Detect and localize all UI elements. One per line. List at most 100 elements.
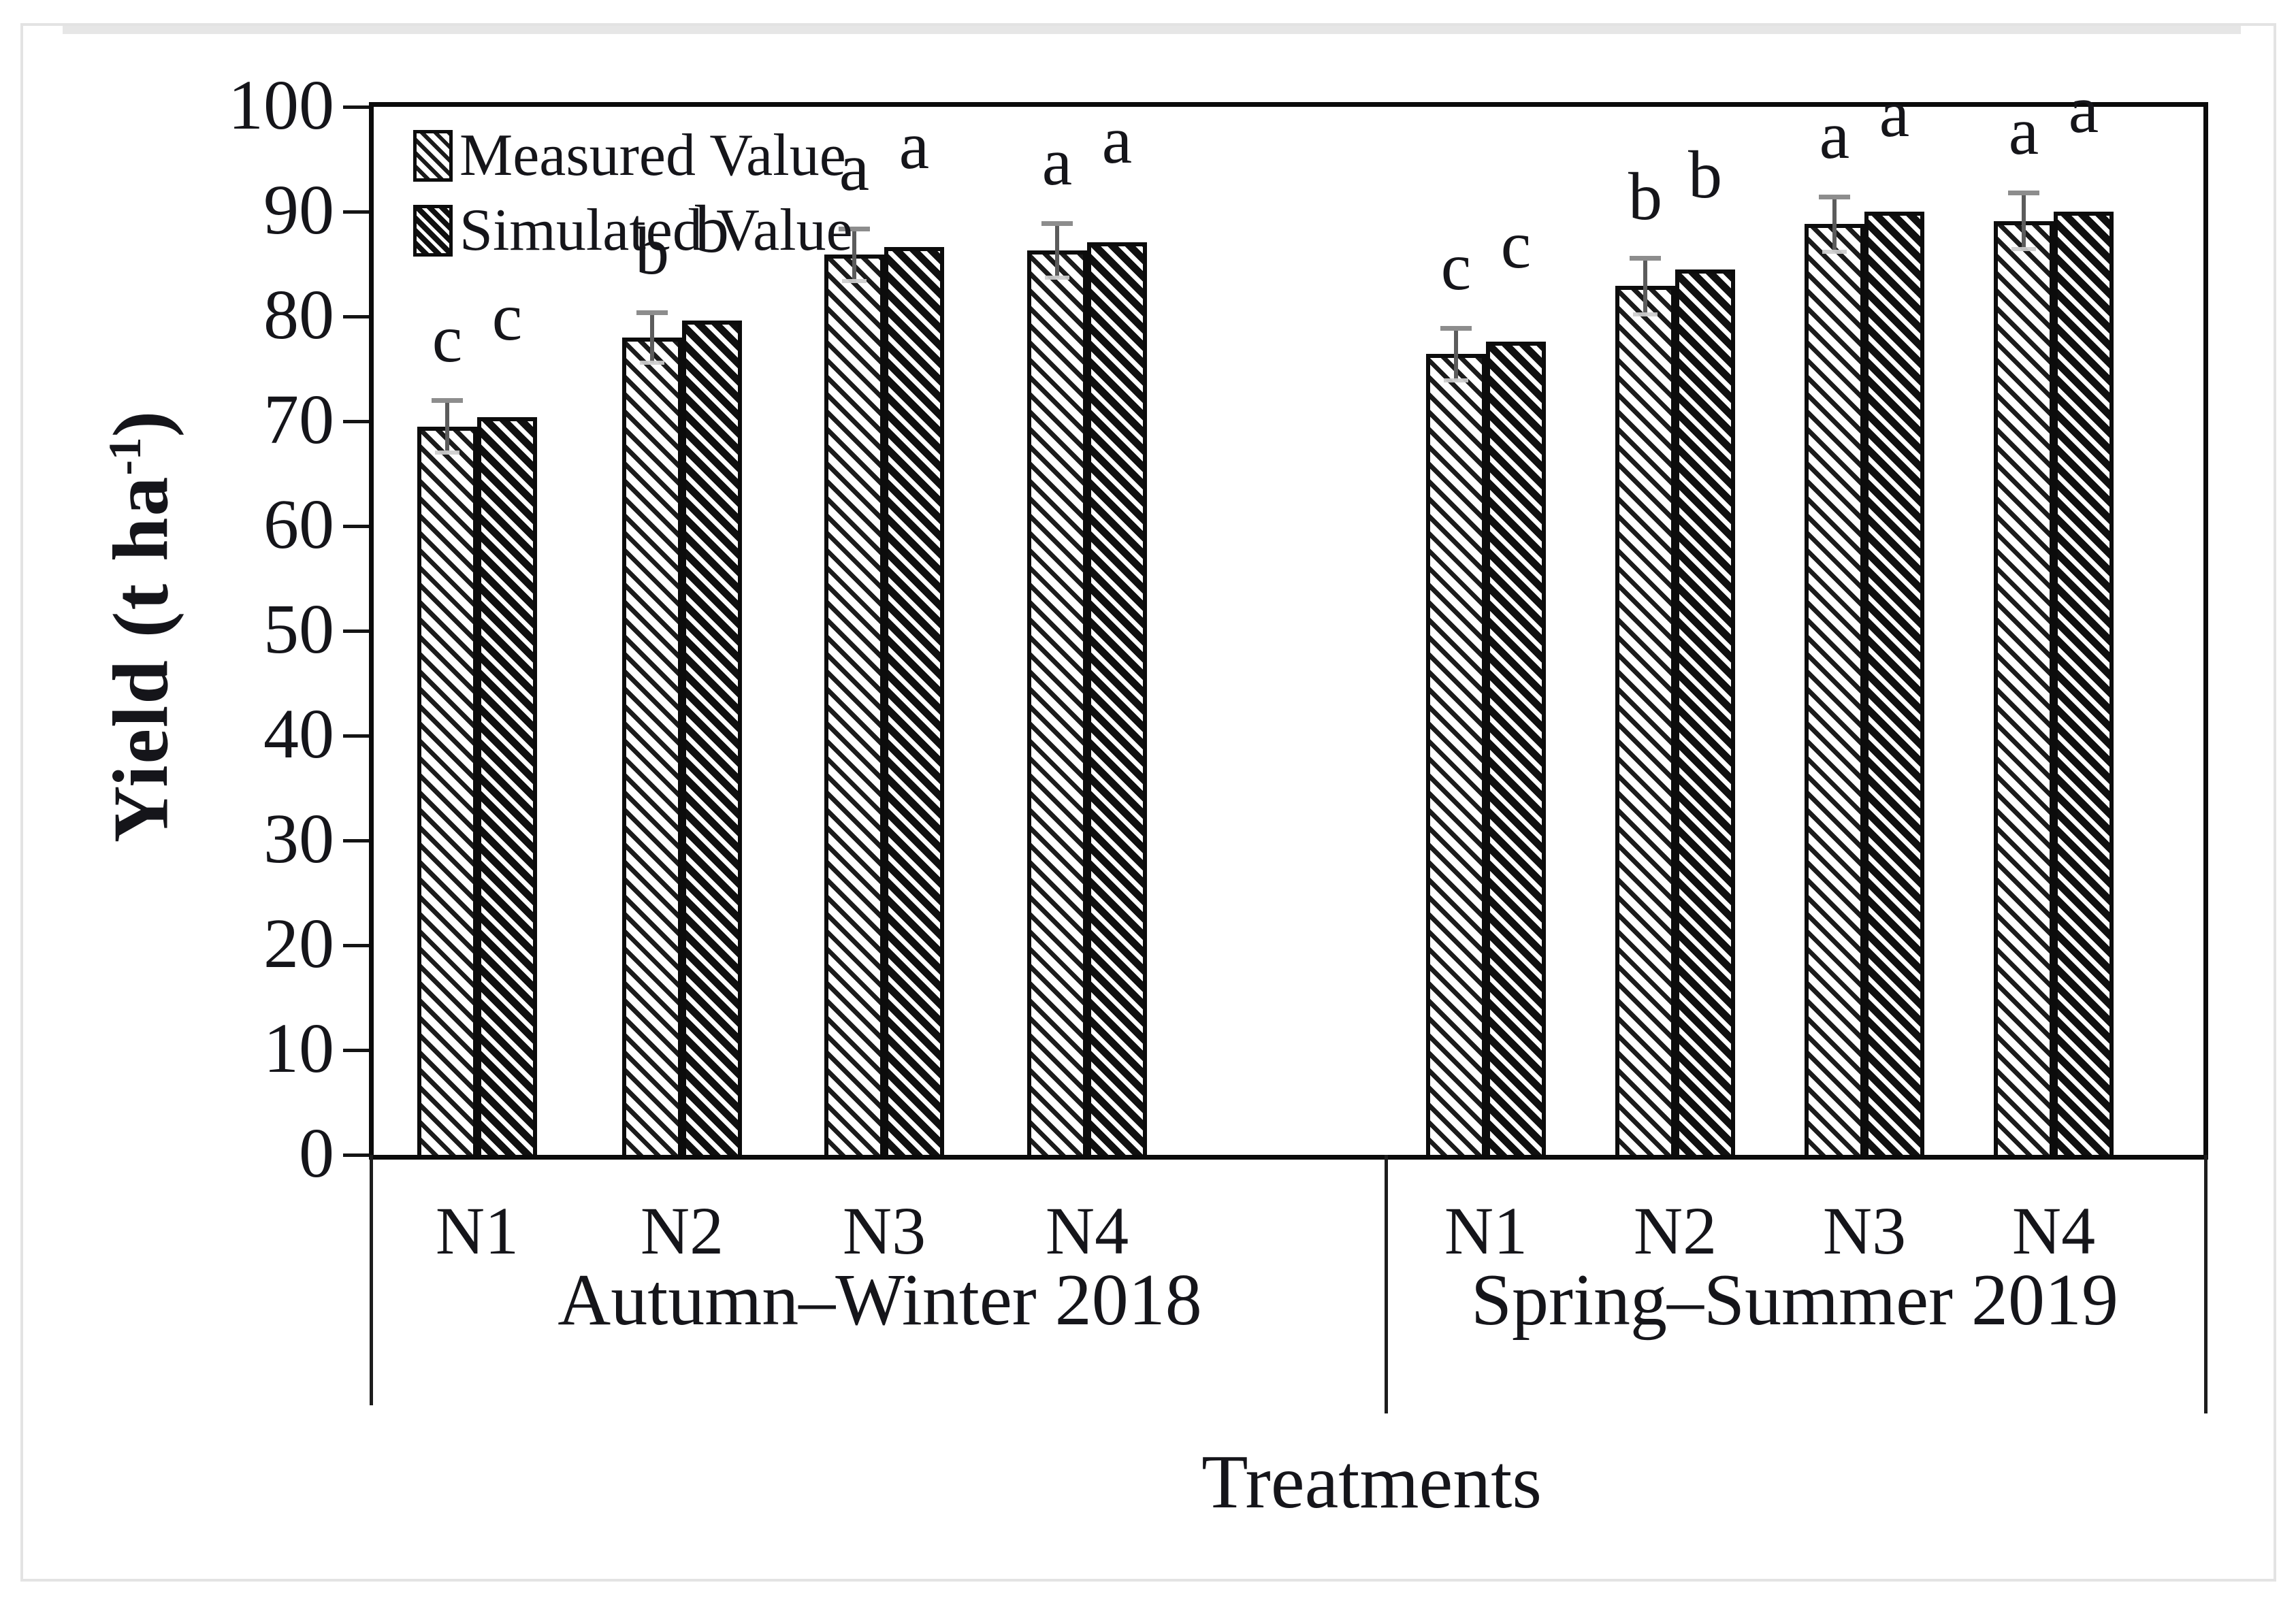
y-tick-mark-10 (343, 1049, 369, 1052)
error-bar-bottom-cap-aw2018-n2 (640, 360, 664, 365)
error-bar-top-cap-ss2019-n4 (2008, 191, 2039, 196)
x-tick-label-aw2018-n3: N3 (842, 1193, 926, 1269)
sig-letter-measured-aw2018-n2: b (635, 212, 669, 289)
sig-letter-measured-aw2018-n3: a (839, 129, 870, 205)
error-bar-top-cap-ss2019-n1 (1440, 325, 1472, 331)
error-bar-aw2018-n2 (650, 312, 654, 363)
group-label-spring-summer-2019: Spring–Summer 2019 (1470, 1260, 2118, 1341)
simulated-hatch-swatch-icon (413, 205, 453, 257)
right-frame-extension-line (2204, 1155, 2208, 1413)
sig-letter-measured-ss2019-n3: a (1819, 97, 1850, 174)
y-tick-label-40: 40 (263, 695, 334, 773)
y-tick-mark-40 (343, 734, 369, 738)
plot-area: Measured Value Simulated Value Autumn–Wi… (228, 70, 2208, 1520)
error-bar-top-cap-ss2019-n2 (1630, 255, 1661, 261)
y-tick-mark-70 (343, 420, 369, 423)
error-bar-top-cap-aw2018-n4 (1041, 220, 1073, 226)
y-tick-label-20: 20 (263, 904, 334, 983)
bar-measured-aw2018-n2 (622, 337, 682, 1155)
error-bar-bottom-cap-aw2018-n4 (1045, 276, 1069, 280)
y-tick-mark-20 (343, 944, 369, 947)
sig-letter-measured-ss2019-n4: a (2008, 93, 2039, 169)
screenshot-top-strip (63, 23, 2241, 34)
bar-measured-ss2019-n2 (1615, 286, 1675, 1155)
measured-hatch-swatch-icon (413, 130, 453, 182)
error-bar-ss2019-n4 (2022, 193, 2026, 250)
y-tick-mark-100 (343, 105, 369, 109)
sig-letter-measured-aw2018-n4: a (1041, 123, 1073, 199)
error-bar-ss2019-n2 (1643, 257, 1647, 314)
legend-item-simulated: Simulated Value (413, 201, 853, 261)
error-bar-aw2018-n4 (1055, 223, 1059, 278)
error-bar-bottom-cap-aw2018-n1 (435, 451, 459, 455)
error-bar-bottom-cap-ss2019-n3 (1822, 249, 1847, 254)
bar-measured-ss2019-n4 (1994, 220, 2054, 1155)
y-tick-label-80: 80 (263, 276, 334, 354)
x-tick-label-ss2019-n2: N2 (1633, 1193, 1717, 1269)
sig-letter-simulated-aw2018-n2: b (695, 191, 729, 267)
error-bar-top-cap-aw2018-n1 (432, 398, 463, 404)
y-tick-label-70: 70 (263, 380, 334, 459)
error-bar-aw2018-n3 (852, 228, 856, 281)
error-bar-top-cap-aw2018-n2 (636, 310, 668, 315)
bar-simulated-aw2018-n1 (477, 416, 537, 1155)
sig-letter-measured-ss2019-n2: b (1628, 158, 1662, 234)
bar-measured-aw2018-n1 (417, 426, 477, 1155)
error-bar-bottom-cap-ss2019-n4 (2011, 247, 2036, 252)
y-tick-label-50: 50 (263, 590, 334, 668)
season-divider-line (1385, 1155, 1388, 1413)
sig-letter-measured-ss2019-n1: c (1440, 228, 1472, 304)
sig-letter-simulated-ss2019-n1: c (1500, 206, 1532, 282)
x-axis-title: Treatments (1201, 1440, 1542, 1524)
x-tick-label-ss2019-n4: N4 (2011, 1193, 2096, 1269)
error-bar-bottom-cap-ss2019-n1 (1444, 378, 1468, 382)
sig-letter-simulated-ss2019-n3: a (1879, 76, 1910, 152)
legend-label-simulated: Simulated Value (459, 197, 853, 263)
bar-simulated-aw2018-n2 (682, 321, 742, 1155)
x-tick-label-ss2019-n1: N1 (1444, 1193, 1528, 1269)
bar-simulated-ss2019-n2 (1675, 269, 1735, 1155)
bar-simulated-aw2018-n4 (1087, 242, 1147, 1155)
bar-simulated-ss2019-n1 (1486, 341, 1546, 1155)
error-bar-top-cap-ss2019-n3 (1819, 195, 1850, 200)
y-tick-label-100: 100 (228, 66, 334, 144)
y-tick-label-90: 90 (263, 171, 334, 249)
sig-letter-simulated-aw2018-n4: a (1101, 101, 1133, 178)
y-tick-mark-0 (343, 1153, 369, 1157)
error-bar-bottom-cap-aw2018-n3 (842, 278, 867, 283)
sig-letter-simulated-aw2018-n1: c (491, 279, 523, 355)
legend: Measured Value Simulated Value (413, 126, 853, 276)
y-tick-mark-50 (343, 629, 369, 633)
y-tick-mark-90 (343, 210, 369, 214)
bar-simulated-aw2018-n3 (884, 247, 944, 1155)
x-tick-label-aw2018-n4: N4 (1045, 1193, 1129, 1269)
sig-letter-simulated-ss2019-n4: a (2068, 71, 2099, 148)
bar-measured-aw2018-n3 (824, 255, 884, 1155)
y-axis-title-exponent: -1 (99, 437, 150, 476)
legend-item-measured: Measured Value (413, 126, 853, 186)
x-tick-label-ss2019-n3: N3 (1822, 1193, 1907, 1269)
sig-letter-simulated-aw2018-n3: a (899, 107, 930, 183)
error-bar-aw2018-n1 (445, 400, 449, 453)
y-tick-label-10: 10 (263, 1009, 334, 1087)
bar-measured-ss2019-n3 (1805, 224, 1864, 1155)
error-bar-bottom-cap-ss2019-n2 (1633, 312, 1658, 316)
sig-letter-measured-aw2018-n1: c (432, 301, 463, 377)
bar-simulated-ss2019-n3 (1864, 212, 1924, 1155)
sig-letter-simulated-ss2019-n2: b (1688, 136, 1722, 212)
bar-measured-ss2019-n1 (1426, 354, 1486, 1155)
error-bar-ss2019-n3 (1832, 197, 1837, 252)
x-tick-label-aw2018-n1: N1 (435, 1193, 519, 1269)
error-bar-top-cap-aw2018-n3 (839, 226, 870, 231)
y-tick-label-60: 60 (263, 485, 334, 563)
y-tick-mark-80 (343, 315, 369, 318)
bar-measured-aw2018-n4 (1027, 250, 1087, 1155)
y-tick-label-0: 0 (299, 1114, 334, 1192)
left-axis-extension-line (370, 1155, 373, 1405)
legend-label-measured: Measured Value (459, 122, 846, 189)
y-tick-mark-60 (343, 525, 369, 528)
bar-simulated-ss2019-n4 (2054, 212, 2114, 1155)
x-tick-label-aw2018-n2: N2 (640, 1193, 724, 1269)
y-tick-label-30: 30 (263, 800, 334, 878)
